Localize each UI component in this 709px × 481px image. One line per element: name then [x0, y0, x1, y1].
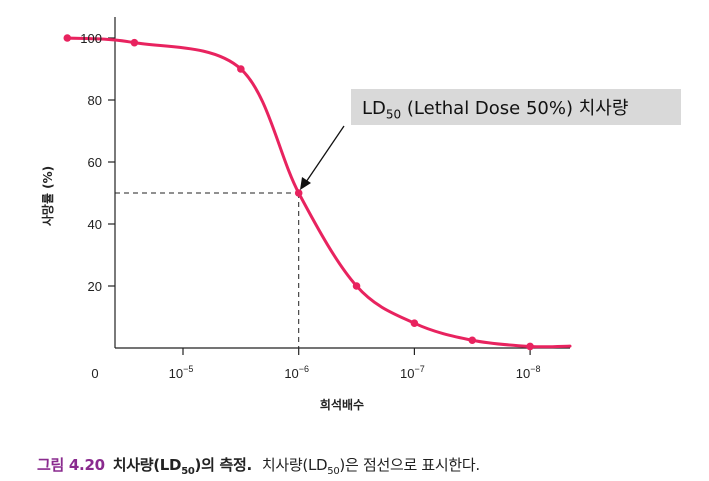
x-tick-label-5: 10−5	[169, 364, 194, 381]
y-tick-label-100: 100	[80, 31, 102, 46]
x-tick-exponent-7: −7	[415, 364, 425, 374]
data-point-0	[63, 34, 72, 42]
data-point-5	[410, 319, 419, 328]
figure-title-pre: 치사량(LD	[112, 456, 182, 474]
ld50-guides	[115, 192, 300, 348]
ld50-callout-rest: (Lethal Dose 50%) 치사량	[401, 98, 629, 119]
figure-body-post: )은 점선으로 표시한다.	[339, 456, 480, 474]
axes	[108, 17, 570, 355]
y-tick-label-40: 40	[88, 217, 102, 232]
figure-number: 그림 4.20	[37, 456, 105, 474]
mortality-curve	[65, 36, 572, 349]
data-point-3	[294, 189, 303, 197]
figure-body-pre: 치사량(LD	[261, 456, 328, 474]
figure-title: 치사량(LD50)의 측정.	[112, 456, 253, 477]
x-tick-exponent-8: −8	[530, 364, 540, 374]
figure-body-sub: 50	[327, 466, 340, 477]
curve-layer	[65, 36, 572, 349]
y-tick-label-80: 80	[88, 93, 102, 108]
ld50-callout-label: LD50 (Lethal Dose 50%) 치사량	[362, 94, 628, 122]
x-tick-exponent-6: −6	[299, 364, 309, 374]
y-tick-label-60: 60	[88, 155, 102, 170]
x-tick-label-8: 10−8	[516, 364, 541, 381]
data-point-6	[468, 336, 477, 345]
tick-labels: 20 40 60 80 100 0 10−5 10−6 10−7 10−8	[80, 31, 540, 381]
x-tick-label-7: 10−7	[400, 364, 425, 381]
x-tick-label-6: 10−6	[284, 364, 309, 381]
figure-caption: 그림 4.20 치사량(LD50)의 측정. 치사량(LD50)은 점선으로 표시한…	[37, 454, 480, 477]
data-point-1	[130, 38, 139, 47]
y-axis-title: 사망률 (%)	[40, 166, 55, 226]
data-point-4	[352, 282, 361, 290]
ld50-callout-box	[351, 89, 681, 125]
x-tick-label-0: 0	[91, 366, 98, 381]
data-point-2	[237, 65, 245, 73]
chart-svg: 20 40 60 80 100 0 10−5 10−6 10−7 10−8 사망률 (%) 희석배…	[40, 17, 572, 412]
x-axis-title: 희석배수	[320, 397, 364, 412]
points-layer	[63, 34, 534, 351]
ld50-callout-base: LD	[362, 98, 386, 119]
figure-title-post: )의 측정.	[194, 456, 253, 474]
y-tick-label-20: 20	[88, 279, 102, 294]
callout-arrow	[300, 125, 345, 190]
ld50-callout-sub: 50	[385, 107, 402, 122]
data-point-7	[526, 342, 534, 351]
figure-title-sub: 50	[181, 466, 195, 477]
figure-body: 치사량(LD50)은 점선으로 표시한다.	[261, 456, 480, 477]
x-tick-exponent-5: −5	[183, 364, 193, 374]
